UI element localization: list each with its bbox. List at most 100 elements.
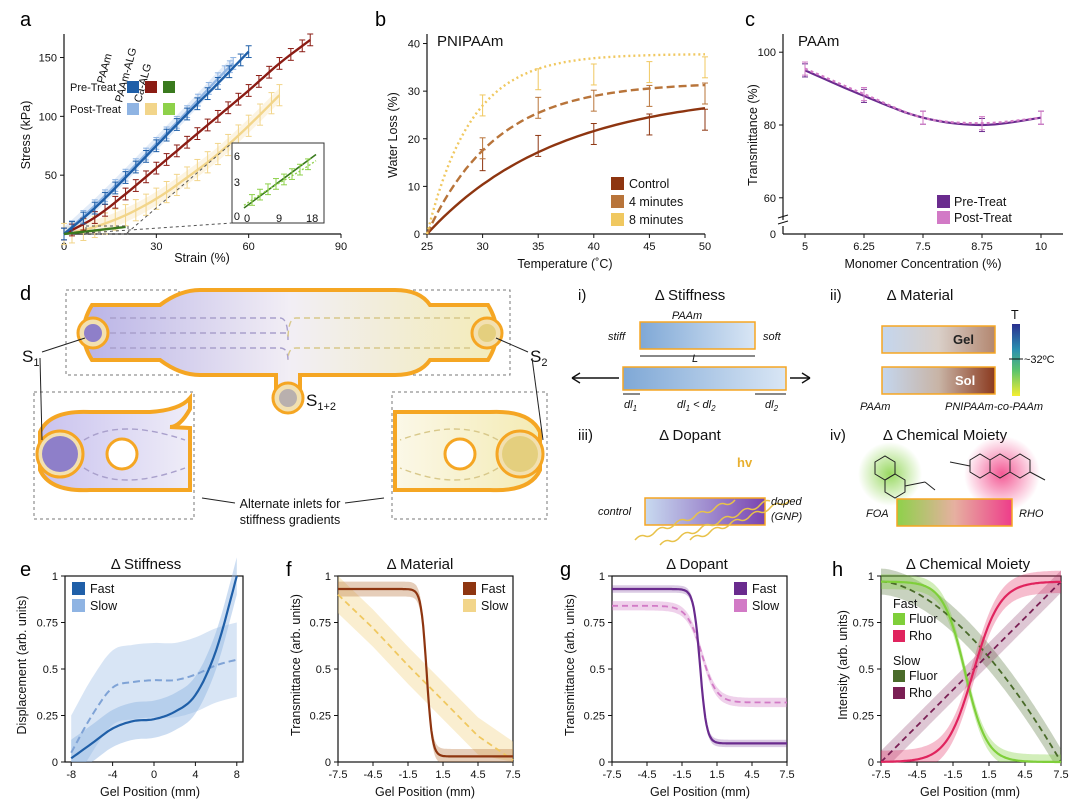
stiffness-bar-short	[639, 321, 756, 350]
panel-letter: b	[375, 9, 386, 31]
series-line-slow-rho	[880, 580, 1062, 763]
panel-ii: ii) Δ Material Gel Sol T ~32ºC PAAm PNIP…	[830, 287, 1055, 413]
legend-label: Post-Treat	[954, 211, 1012, 225]
row-label-pre: Pre-Treat	[70, 82, 116, 94]
y-tick-label: 0.25	[310, 711, 331, 723]
channel-device	[81, 288, 499, 390]
y-tick-label: 0.75	[584, 618, 605, 630]
y-tick-label: 1	[599, 571, 605, 583]
y-tick-label: 0.75	[853, 618, 874, 630]
x-tick-label: 50	[699, 241, 711, 253]
label-temp: ~32ºC	[1024, 354, 1055, 366]
x-tick-label: -7.5	[603, 769, 622, 781]
sub-title: Δ Material	[887, 287, 954, 304]
series-line-fast	[70, 575, 238, 760]
plot-title: Δ Dopant	[666, 556, 729, 573]
x-tick-label: -4.5	[364, 769, 383, 781]
label-doped: doped	[771, 496, 802, 508]
inset-ytick: 0	[234, 211, 240, 223]
x-axis-label: Gel Position (mm)	[650, 785, 750, 799]
sub-number: ii)	[830, 287, 842, 304]
y-tick-label: 30	[408, 86, 420, 98]
y-axis-label: Stress (kPa)	[19, 101, 33, 170]
x-tick-label: -1.5	[399, 769, 418, 781]
plot-area-e: -8 -4 0 4 8 0 0.25 0.5 0.75 1	[37, 557, 244, 781]
x-tick-label: 4.5	[744, 769, 759, 781]
x-tick-label: 7.5	[779, 769, 794, 781]
x-tick-label: 40	[588, 241, 600, 253]
arrow-left-head	[571, 372, 581, 384]
inset-xtick: 9	[276, 213, 282, 225]
caption-leader-right	[344, 497, 385, 504]
y-tick-label: 0.75	[37, 618, 58, 630]
panel-letter: f	[286, 559, 292, 581]
x-tick-label: -7.5	[872, 769, 891, 781]
y-tick-label: 0	[770, 229, 776, 241]
panel-i: i) Δ Stiffness PAAm stiff soft L dl1 dl1…	[571, 287, 811, 413]
x-tick-label: 30	[150, 241, 162, 253]
x-axis-label: Monomer Concentration (%)	[844, 257, 1001, 271]
x-tick-label: 5	[802, 241, 808, 253]
y-tick-label: 0.5	[43, 664, 58, 676]
plot-title: PAAm	[798, 33, 839, 50]
label-rho: RHO	[1019, 508, 1044, 520]
inlet-large-left-fill	[42, 436, 78, 472]
series-line	[63, 94, 281, 236]
panel-letter: a	[20, 9, 32, 31]
label-dl1: dl1	[624, 399, 637, 413]
flow-lines-left	[83, 428, 186, 481]
leader-s1-down	[39, 357, 43, 441]
inset-xtick: 0	[244, 213, 250, 225]
y-tick-label: 0.25	[853, 711, 874, 723]
y-tick-label: 1	[52, 571, 58, 583]
zoom-box-left	[65, 289, 180, 376]
legend-label: Slow	[752, 599, 780, 613]
x-tick-label: 30	[476, 241, 488, 253]
label-paam: PAAm	[860, 401, 890, 413]
label-dl2: dl2	[765, 399, 779, 413]
label-s12: S1+2	[306, 391, 336, 413]
y-tick-label: 0.25	[37, 711, 58, 723]
legend-label: Fast	[752, 582, 777, 596]
y-tick-label: 0.75	[310, 618, 331, 630]
outlet-s12-fill	[279, 389, 297, 407]
legend-swatch-slow	[734, 599, 747, 612]
sub-number: i)	[578, 287, 586, 304]
plot-title: Δ Material	[387, 556, 454, 573]
swatch-alg-post	[145, 103, 157, 115]
x-tick-label: 1.5	[981, 769, 996, 781]
sub-number: iv)	[830, 427, 846, 444]
y-tick-label: 0.5	[316, 664, 331, 676]
x-tick-label: 10	[1035, 241, 1047, 253]
legend-label: Fluor	[909, 669, 937, 683]
temperature-scale	[1012, 324, 1020, 396]
series-line-fast-fluor	[881, 580, 1061, 764]
label-s2: S2	[530, 347, 547, 369]
fast-band	[71, 557, 237, 762]
inset-xtick: 18	[306, 213, 318, 225]
flow-lines-right	[399, 428, 499, 481]
x-axis-label: Strain (%)	[174, 251, 230, 265]
label-s1: S1	[22, 347, 39, 369]
y-axis-label: Transmittance (arb. units)	[289, 594, 303, 736]
axis-break	[777, 214, 789, 225]
legend-label: 4 minutes	[629, 195, 683, 209]
legend-swatch-fast	[463, 582, 476, 595]
x-tick-label: 45	[643, 241, 655, 253]
panel-a: a Stress (kPa) Strain (%) 0 30 60 905010015…	[19, 9, 347, 265]
legend-swatch-slow-fluor	[893, 670, 905, 682]
x-tick-label: 4.5	[470, 769, 485, 781]
y-tick-label: 0	[868, 757, 874, 769]
y-tick-label: 0	[414, 229, 420, 241]
x-tick-label: 0	[151, 769, 157, 781]
x-tick-label: 35	[532, 241, 544, 253]
inset-region	[85, 225, 129, 235]
x-tick-label: 90	[335, 241, 347, 253]
x-tick-label: -1.5	[944, 769, 963, 781]
legend-swatch-slow-rho	[893, 687, 905, 699]
x-tick-label: -4.5	[908, 769, 927, 781]
series-line-fast-rho	[881, 580, 1062, 763]
panel-c: c PAAm Transmittance (%) Monomer Concent…	[745, 9, 1063, 271]
x-axis-label: Temperature (˚C)	[517, 257, 612, 271]
label-foa: FOA	[866, 508, 889, 520]
